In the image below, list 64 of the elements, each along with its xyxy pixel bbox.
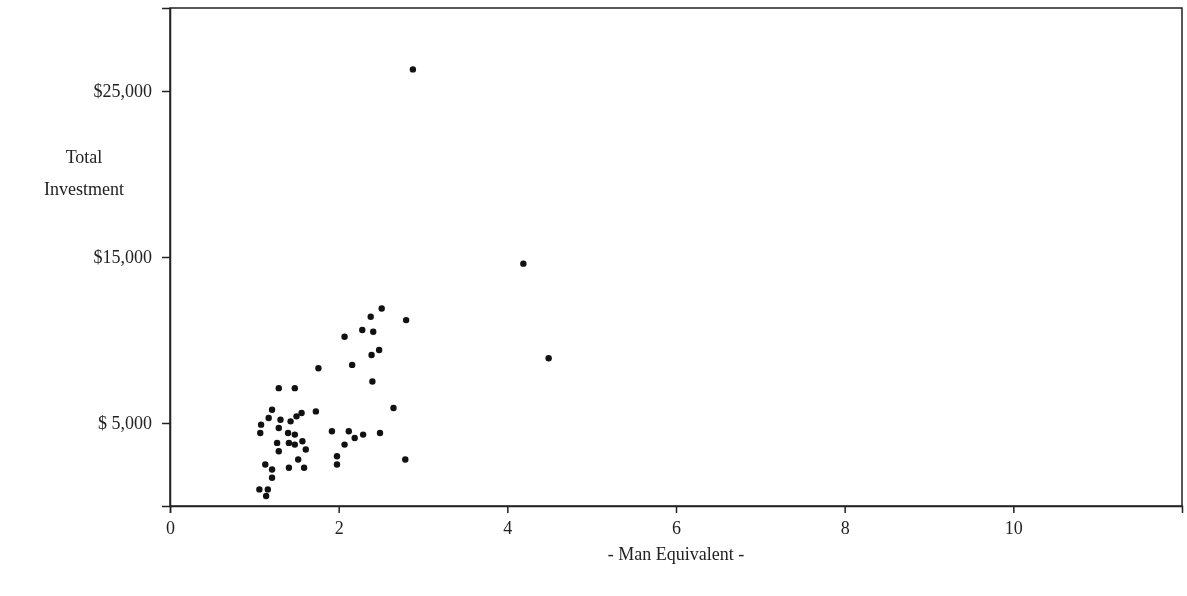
- point: [291, 441, 299, 448]
- x-tick-label: 2: [334, 517, 344, 538]
- point: [312, 408, 320, 415]
- point: [285, 439, 293, 447]
- point: [291, 384, 299, 392]
- point: [402, 316, 410, 324]
- point: [315, 365, 322, 372]
- point: [375, 346, 383, 354]
- point: [367, 313, 374, 320]
- point: [275, 424, 282, 432]
- x-tick-label: 10: [1004, 517, 1023, 538]
- point: [277, 416, 284, 423]
- point: [285, 464, 293, 472]
- point: [273, 439, 281, 447]
- point: [341, 441, 348, 448]
- point: [369, 378, 376, 385]
- point: [345, 428, 352, 435]
- point: [333, 453, 341, 460]
- point: [409, 66, 417, 73]
- point: [275, 448, 282, 455]
- point: [520, 260, 527, 267]
- point: [351, 434, 358, 442]
- point: [262, 492, 270, 500]
- point: [328, 428, 336, 435]
- point: [275, 384, 282, 392]
- point: [378, 305, 385, 312]
- point: [370, 328, 377, 335]
- x-tick-label: 0: [166, 517, 175, 538]
- point: [257, 429, 264, 437]
- y-axis-title: Total Investment: [44, 147, 124, 199]
- point: [287, 418, 294, 425]
- x-tick-label: 4: [503, 517, 513, 538]
- point: [284, 429, 292, 437]
- point: [264, 486, 272, 493]
- point: [268, 474, 276, 481]
- point: [293, 413, 300, 420]
- point: [268, 406, 276, 413]
- point: [348, 361, 356, 369]
- y-tick-label: $ 5,000: [98, 413, 152, 434]
- point: [390, 404, 397, 412]
- point: [376, 429, 384, 437]
- point: [300, 464, 308, 472]
- point: [359, 431, 367, 438]
- point: [256, 486, 263, 493]
- x-tick-label: 6: [672, 517, 681, 538]
- point: [262, 461, 269, 468]
- point: [402, 456, 409, 463]
- x-axis-title: - Man Equivalent -: [607, 544, 745, 564]
- point: [257, 421, 265, 428]
- point: [368, 351, 375, 359]
- point: [333, 461, 341, 468]
- point: [298, 409, 305, 417]
- y-tick-label: $25,000: [93, 81, 152, 102]
- point: [341, 333, 348, 340]
- point: [299, 438, 306, 445]
- point: [268, 466, 276, 473]
- point: [545, 355, 552, 362]
- y-tick-label: $15,000: [93, 247, 152, 268]
- x-tick-label: 8: [840, 517, 850, 538]
- point: [302, 446, 309, 453]
- point: [294, 456, 302, 463]
- point: [291, 431, 299, 438]
- point: [359, 326, 366, 334]
- point: [265, 414, 272, 422]
